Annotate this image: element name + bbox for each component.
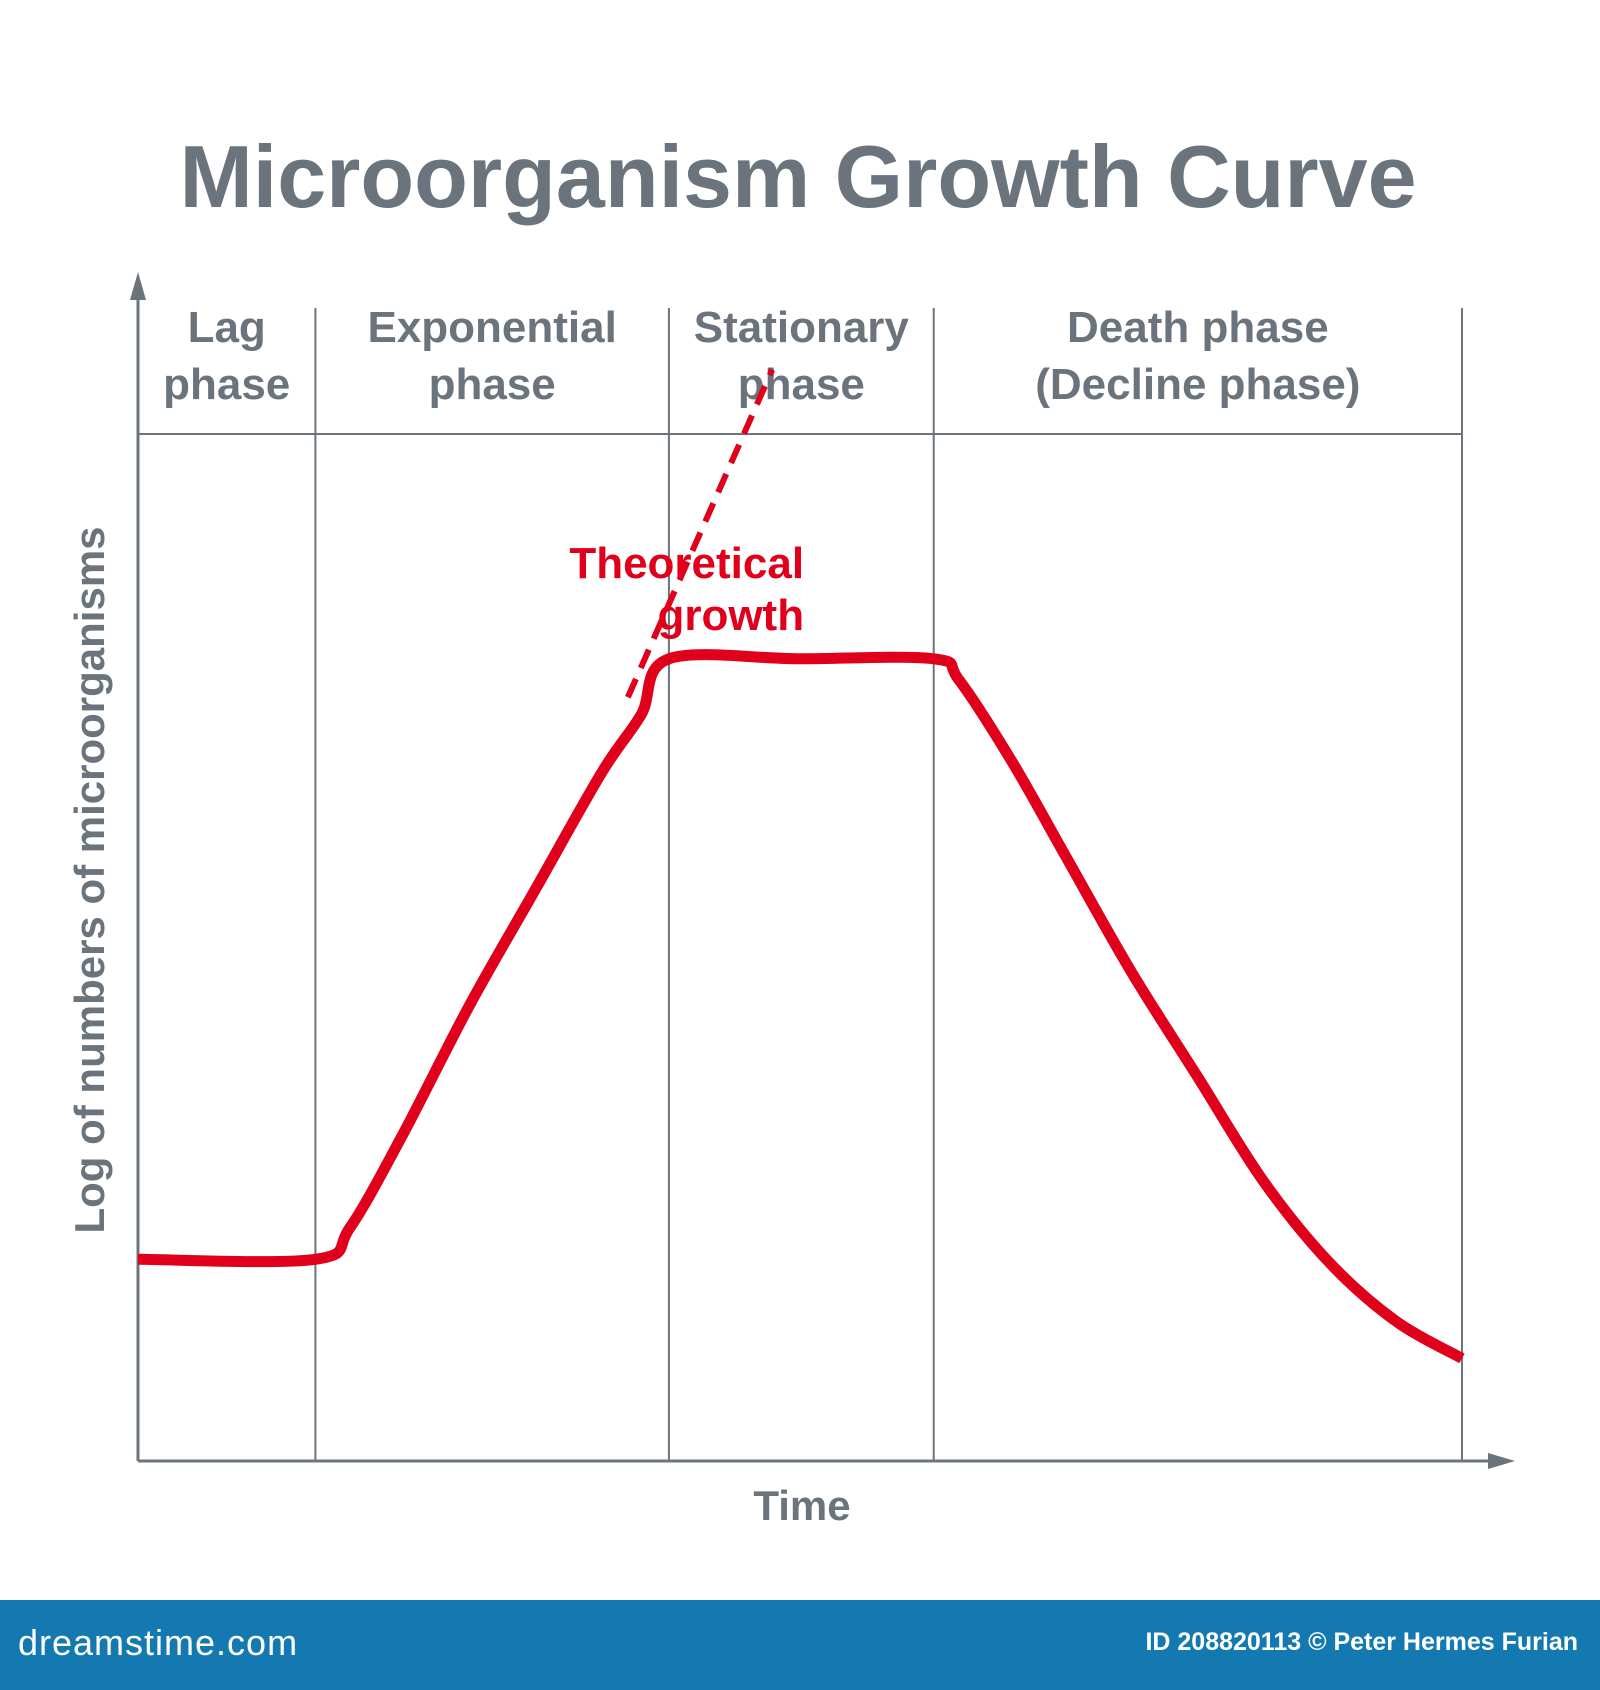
footer-site-name: dreamstime.com [18,1622,299,1663]
growth-curve-chart: Microorganism Growth Curve Lag phase Expon… [66,127,1515,1529]
phase-label: Exponential [367,303,616,352]
plot-area: LagphaseExponentialphaseStationaryphaseD… [130,272,1515,1469]
footer-image-credit: ID 208820113 © Peter Hermes Furian [1145,1628,1578,1656]
y-axis-label: Log of numbers of microorganisms [66,526,113,1233]
phase-label: phase [163,360,290,409]
theoretical-growth-label: Theoretical [569,539,804,588]
phase-label: Death phase [1067,303,1329,352]
y-axis-arrow-icon [130,272,146,300]
theoretical-growth-line [625,368,775,699]
chart-title: Microorganism Growth Curve [179,127,1416,226]
growth-curve-line [137,649,1465,1364]
x-axis-arrow-icon [1488,1453,1515,1469]
phase-label: phase [429,360,556,409]
phase-label: Stationary [694,303,910,352]
x-axis-label: Time [753,1482,850,1529]
footer-bar: dreamstime.com ID 208820113 © Peter Herm… [0,1600,1600,1690]
phase-label: (Decline phase) [1035,360,1360,409]
theoretical-growth-label: growth [657,591,804,640]
phase-label: Lag [188,303,266,352]
